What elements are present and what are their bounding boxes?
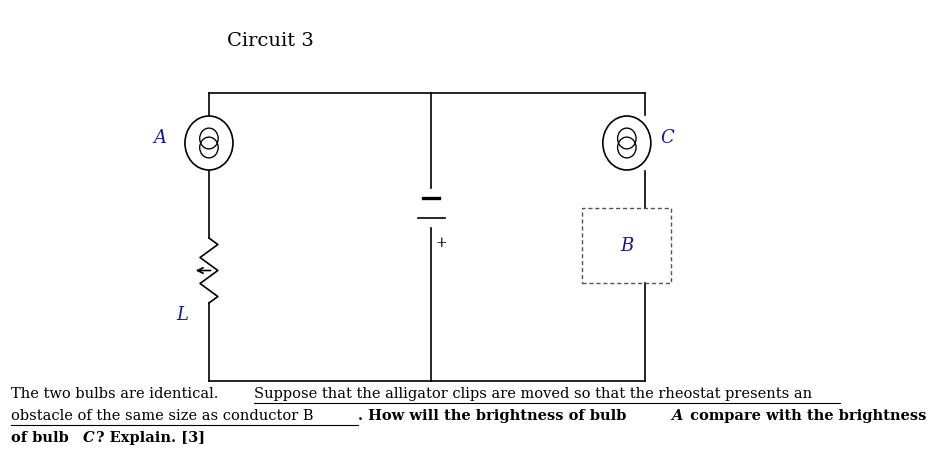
- Text: of bulb: of bulb: [10, 431, 74, 445]
- Text: obstacle of the same size as conductor B: obstacle of the same size as conductor B: [10, 409, 313, 423]
- Text: A: A: [672, 409, 683, 423]
- Text: C: C: [83, 431, 95, 445]
- Text: Circuit 3: Circuit 3: [227, 32, 314, 50]
- Text: A: A: [153, 129, 166, 147]
- Text: +: +: [436, 236, 447, 250]
- Text: B: B: [621, 237, 634, 255]
- Text: ? Explain. [3]: ? Explain. [3]: [96, 431, 205, 445]
- Text: Suppose that the alligator clips are moved so that the rheostat presents an: Suppose that the alligator clips are mov…: [254, 387, 812, 401]
- Text: The two bulbs are identical.: The two bulbs are identical.: [10, 387, 222, 401]
- Text: C: C: [660, 129, 674, 147]
- Bar: [583, 208, 672, 283]
- Text: L: L: [176, 307, 188, 325]
- Text: . How will the brightness of bulb: . How will the brightness of bulb: [358, 409, 631, 423]
- Text: compare with the brightness: compare with the brightness: [685, 409, 926, 423]
